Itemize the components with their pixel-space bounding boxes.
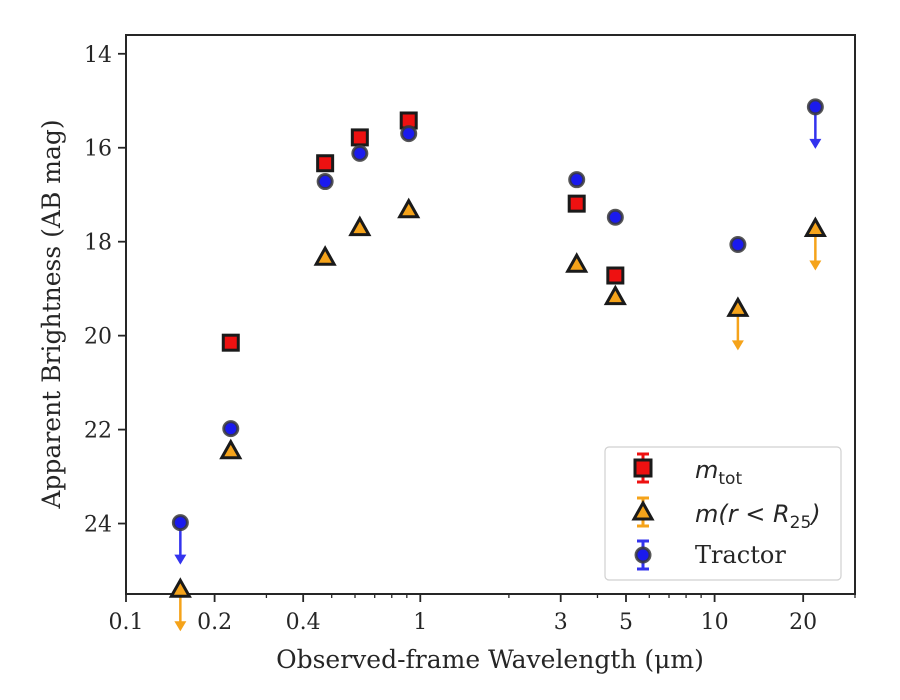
- marker-square: [316, 154, 335, 173]
- data-points: [168, 98, 827, 632]
- legend: mtot m(r < R25) Tractor: [604, 446, 842, 581]
- data-point-tractor: [729, 236, 747, 254]
- upper-limit-arrowhead-tractor: [809, 138, 822, 149]
- data-point-mr25: [168, 577, 192, 632]
- data-point-mr25: [603, 284, 627, 306]
- marker-triangle: [313, 245, 337, 266]
- marker-circle: [806, 98, 824, 116]
- x-tick-label: 0.4: [286, 610, 321, 635]
- y-tick-label: 16: [84, 137, 112, 162]
- marker-circle: [351, 144, 369, 162]
- legend-label-mtot: mtot: [695, 456, 742, 489]
- marker-triangle: [603, 284, 627, 306]
- upper-limit-arrowhead-tractor: [174, 554, 187, 565]
- marker-triangle: [565, 252, 589, 273]
- marker-triangle: [348, 215, 372, 237]
- marker-square: [350, 128, 369, 147]
- marker-triangle: [726, 296, 750, 317]
- plot-area-frame: [125, 34, 856, 595]
- data-point-tractor: [351, 144, 369, 162]
- marker-circle: [606, 208, 624, 226]
- x-tick-label: 0.1: [109, 610, 144, 635]
- y-tick-label: 14: [84, 43, 112, 68]
- marker-circle: [400, 125, 418, 143]
- marker-triangle: [397, 197, 421, 219]
- data-point-mr25: [397, 197, 421, 219]
- x-axis-label: Observed-frame Wavelength (μm): [276, 645, 704, 674]
- data-point-mr25: [565, 252, 589, 273]
- upper-limit-arrowhead-mr25: [174, 621, 187, 632]
- y-tick-label: 18: [84, 231, 112, 256]
- data-point-tractor: [606, 208, 624, 226]
- data-point-mtot: [221, 333, 240, 352]
- legend-entry-tractor: Tractor: [634, 539, 786, 571]
- data-point-mtot: [350, 128, 369, 147]
- marker-triangle: [168, 577, 192, 598]
- data-point-tractor: [316, 173, 334, 191]
- x-axis: 0.1 0.2 0.4 1 3 5 10 20: [109, 594, 856, 635]
- legend-marker-circle: [634, 546, 652, 564]
- legend-box: [604, 446, 842, 581]
- data-point-mtot: [606, 266, 625, 285]
- marker-circle: [316, 173, 334, 191]
- marker-circle: [222, 420, 240, 438]
- x-tick-label: 0.2: [197, 610, 232, 635]
- x-tick-label: 20: [789, 610, 817, 635]
- x-tick-label: 1: [413, 610, 427, 635]
- data-point-mtot: [316, 154, 335, 173]
- marker-circle: [729, 236, 747, 254]
- y-axis-label: Apparent Brightness (AB mag): [37, 119, 66, 509]
- marker-triangle: [219, 438, 243, 460]
- x-tick-label: 3: [554, 610, 568, 635]
- marker-circle: [171, 514, 189, 532]
- data-point-tractor: [568, 171, 586, 189]
- x-tick-label: 10: [701, 610, 729, 635]
- data-point-mtot: [567, 194, 586, 213]
- data-point-mr25: [726, 296, 750, 351]
- upper-limit-arrowhead-mr25: [731, 340, 744, 351]
- data-point-tractor: [222, 420, 240, 438]
- upper-limit-arrowhead-mr25: [809, 260, 822, 271]
- legend-label-mr25: m(r < R25): [695, 500, 821, 533]
- data-point-mr25: [313, 245, 337, 266]
- legend-entry-mr25: m(r < R25): [631, 496, 821, 533]
- legend-marker-triangle: [631, 499, 655, 521]
- marker-triangle: [803, 216, 827, 238]
- data-point-mr25: [348, 215, 372, 237]
- y-tick-label: 20: [84, 325, 112, 350]
- legend-label-tractor: Tractor: [695, 541, 786, 569]
- y-axis: 14 16 18 20 22 24: [84, 43, 126, 538]
- y-tick-label: 22: [84, 419, 112, 444]
- data-point-tractor: [171, 514, 189, 565]
- data-point-mr25: [803, 216, 827, 271]
- x-tick-label: 5: [619, 610, 633, 635]
- marker-square: [606, 266, 625, 285]
- marker-square: [567, 194, 586, 213]
- marker-square: [221, 333, 240, 352]
- data-point-mr25: [219, 438, 243, 460]
- legend-marker-square: [633, 458, 653, 478]
- data-point-tractor: [400, 125, 418, 143]
- legend-entry-mtot: mtot: [633, 452, 742, 489]
- marker-circle: [568, 171, 586, 189]
- y-tick-label: 24: [84, 513, 112, 538]
- data-point-tractor: [806, 98, 824, 149]
